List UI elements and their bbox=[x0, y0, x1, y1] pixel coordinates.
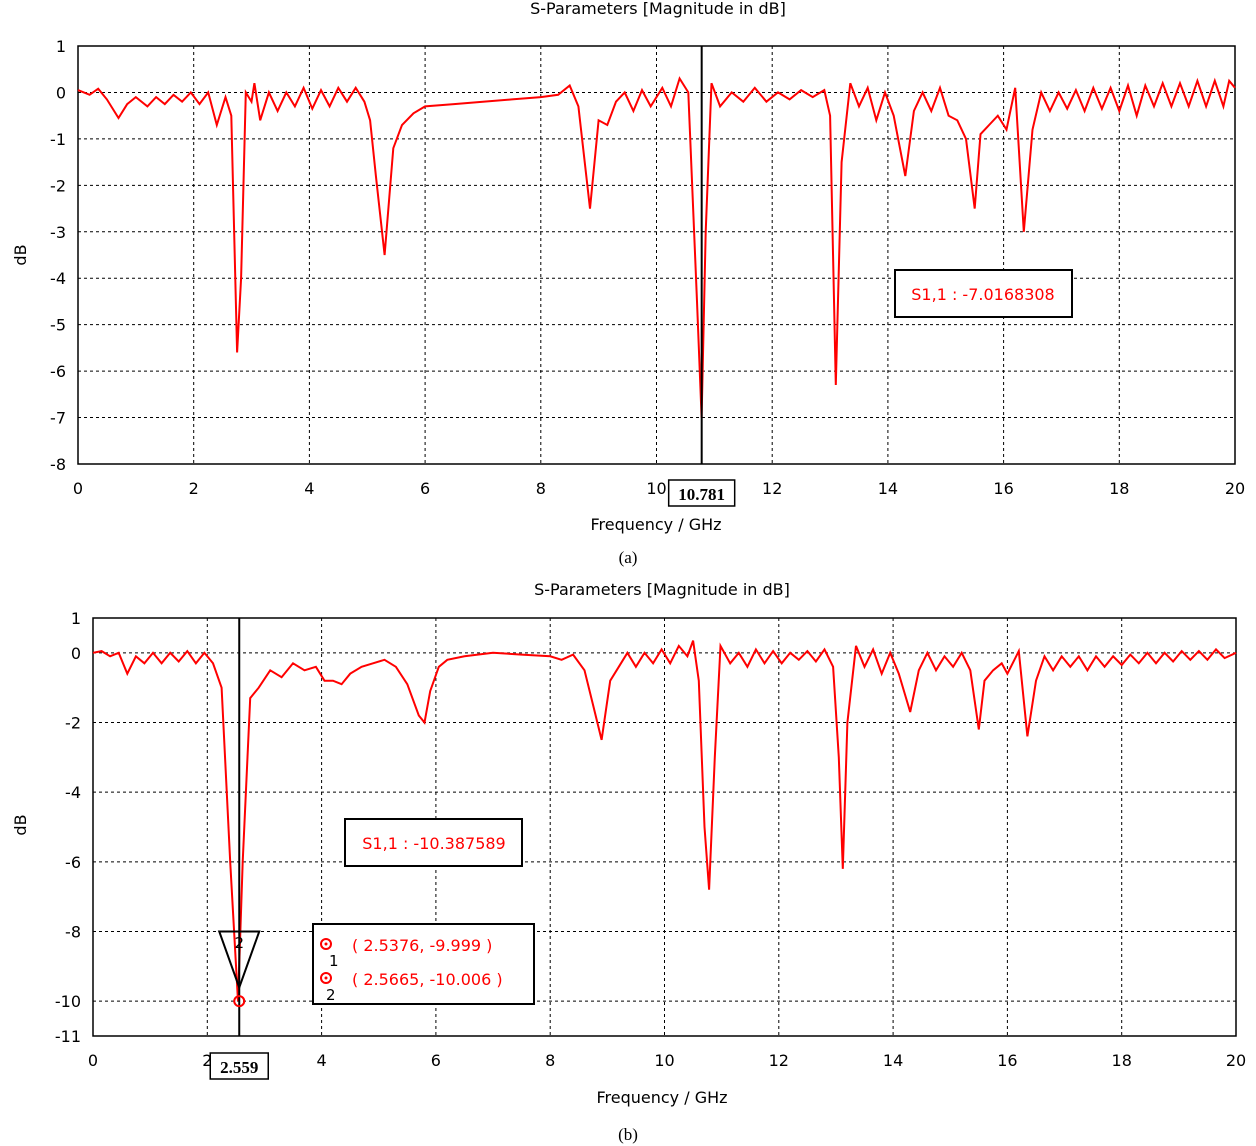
x-tick-label: 4 bbox=[304, 479, 314, 498]
x-tick-label: 14 bbox=[878, 479, 898, 498]
y-tick-label: -4 bbox=[65, 783, 81, 802]
y-tick-label: -8 bbox=[50, 455, 66, 474]
marker-triangle-b[interactable] bbox=[217, 930, 261, 991]
x-tick-label: 12 bbox=[762, 479, 782, 498]
chart-title-b: S-Parameters [Magnitude in dB] bbox=[534, 580, 790, 599]
readout-text-b: S1,1 : -10.387589 bbox=[362, 834, 505, 853]
point-1-readout: ( 2.5376, -9.999 ) bbox=[352, 936, 492, 955]
point-2-marker-icon bbox=[320, 972, 332, 984]
readout-box-b bbox=[344, 818, 523, 867]
y-tick-label: 0 bbox=[71, 644, 81, 663]
x-axis-ticks-b: 0 2 4 6 8 10 12 14 16 18 20 bbox=[88, 1051, 1246, 1070]
marker-label-box-b bbox=[209, 1052, 269, 1080]
x-tick-label: 12 bbox=[769, 1051, 789, 1070]
series-line-a bbox=[77, 76, 1236, 418]
marker-label-a: 10.781 bbox=[678, 485, 725, 504]
x-axis-label-b: Frequency / GHz bbox=[596, 1088, 727, 1107]
y-tick-label: -5 bbox=[50, 316, 66, 335]
y-tick-label: -4 bbox=[50, 269, 66, 288]
point-1-marker-dot bbox=[324, 942, 328, 946]
y-tick-label: -1 bbox=[50, 130, 66, 149]
marker-triangle-label-b: 2 bbox=[234, 934, 244, 952]
x-tick-label: 6 bbox=[420, 479, 430, 498]
y-axis-ticks-a: 1 0 -1 -2 -3 -4 -5 -6 -7 -8 bbox=[50, 37, 66, 474]
y-axis-label-b: dB bbox=[11, 814, 30, 835]
x-tick-label: 8 bbox=[545, 1051, 555, 1070]
y-tick-label: -11 bbox=[55, 1027, 81, 1046]
x-tick-label: 20 bbox=[1225, 479, 1245, 498]
x-tick-label: 10 bbox=[646, 479, 666, 498]
x-tick-label: 20 bbox=[1226, 1051, 1246, 1070]
readout-box-a bbox=[894, 269, 1073, 318]
y-tick-label: -3 bbox=[50, 223, 66, 242]
chart-panel-a: S-Parameters [Magnitude in dB] 10-1-2-3-… bbox=[11, 0, 1245, 567]
y-tick-label: 0 bbox=[56, 83, 66, 102]
x-tick-label: 18 bbox=[1112, 1051, 1132, 1070]
point-2-index: 2 bbox=[326, 986, 336, 1004]
x-tick-label: 0 bbox=[73, 479, 83, 498]
grid-a bbox=[78, 46, 1235, 464]
chart-title-a: S-Parameters [Magnitude in dB] bbox=[530, 0, 786, 18]
point-2-readout: ( 2.5665, -10.006 ) bbox=[352, 970, 503, 989]
y-axis-label-a: dB bbox=[11, 244, 30, 265]
y-tick-label: -7 bbox=[50, 409, 66, 428]
y-tick-label: 1 bbox=[56, 37, 66, 56]
x-tick-label: 8 bbox=[536, 479, 546, 498]
x-tick-label: 16 bbox=[993, 479, 1013, 498]
y-tick-label: -2 bbox=[50, 176, 66, 195]
y-tick-label: 1 bbox=[71, 609, 81, 628]
x-tick-label: 2 bbox=[189, 479, 199, 498]
x-tick-label: 14 bbox=[883, 1051, 903, 1070]
point-1-index: 1 bbox=[329, 952, 339, 970]
x-axis-label-a: Frequency / GHz bbox=[590, 515, 721, 534]
y-tick-label: -6 bbox=[65, 853, 81, 872]
point-1-marker-icon bbox=[320, 938, 332, 950]
x-tick-label: 2 bbox=[202, 1051, 212, 1070]
chart-panel-b: S-Parameters [Magnitude in dB] 10-2-4-6-… bbox=[11, 580, 1246, 1144]
y-tick-label: -10 bbox=[55, 992, 81, 1011]
point-marker-b bbox=[233, 995, 246, 1008]
panel-label-b: (b) bbox=[618, 1125, 638, 1144]
y-tick-label: -2 bbox=[65, 714, 81, 733]
x-tick-label: 10 bbox=[654, 1051, 674, 1070]
series-line-b bbox=[92, 640, 1237, 1002]
x-tick-label: 6 bbox=[431, 1051, 441, 1070]
x-tick-label: 0 bbox=[88, 1051, 98, 1070]
y-axis-ticks-b: 1 0 -2 -4 -6 -8 -10 -11 bbox=[55, 609, 81, 1046]
marker-label-b: 2.559 bbox=[220, 1058, 258, 1077]
y-tick-label: -8 bbox=[65, 923, 81, 942]
x-tick-label: 18 bbox=[1109, 479, 1129, 498]
points-legend-box-b bbox=[312, 923, 535, 1005]
x-axis-ticks-a: 0 2 4 6 8 10 12 14 16 18 20 bbox=[73, 479, 1245, 498]
x-tick-label: 4 bbox=[317, 1051, 327, 1070]
x-tick-label: 16 bbox=[997, 1051, 1017, 1070]
point-2-marker-dot bbox=[324, 976, 328, 980]
marker-label-box-a bbox=[667, 479, 736, 507]
y-tick-label: -6 bbox=[50, 362, 66, 381]
panel-label-a: (a) bbox=[619, 548, 638, 567]
readout-text-a: S1,1 : -7.0168308 bbox=[911, 285, 1054, 304]
